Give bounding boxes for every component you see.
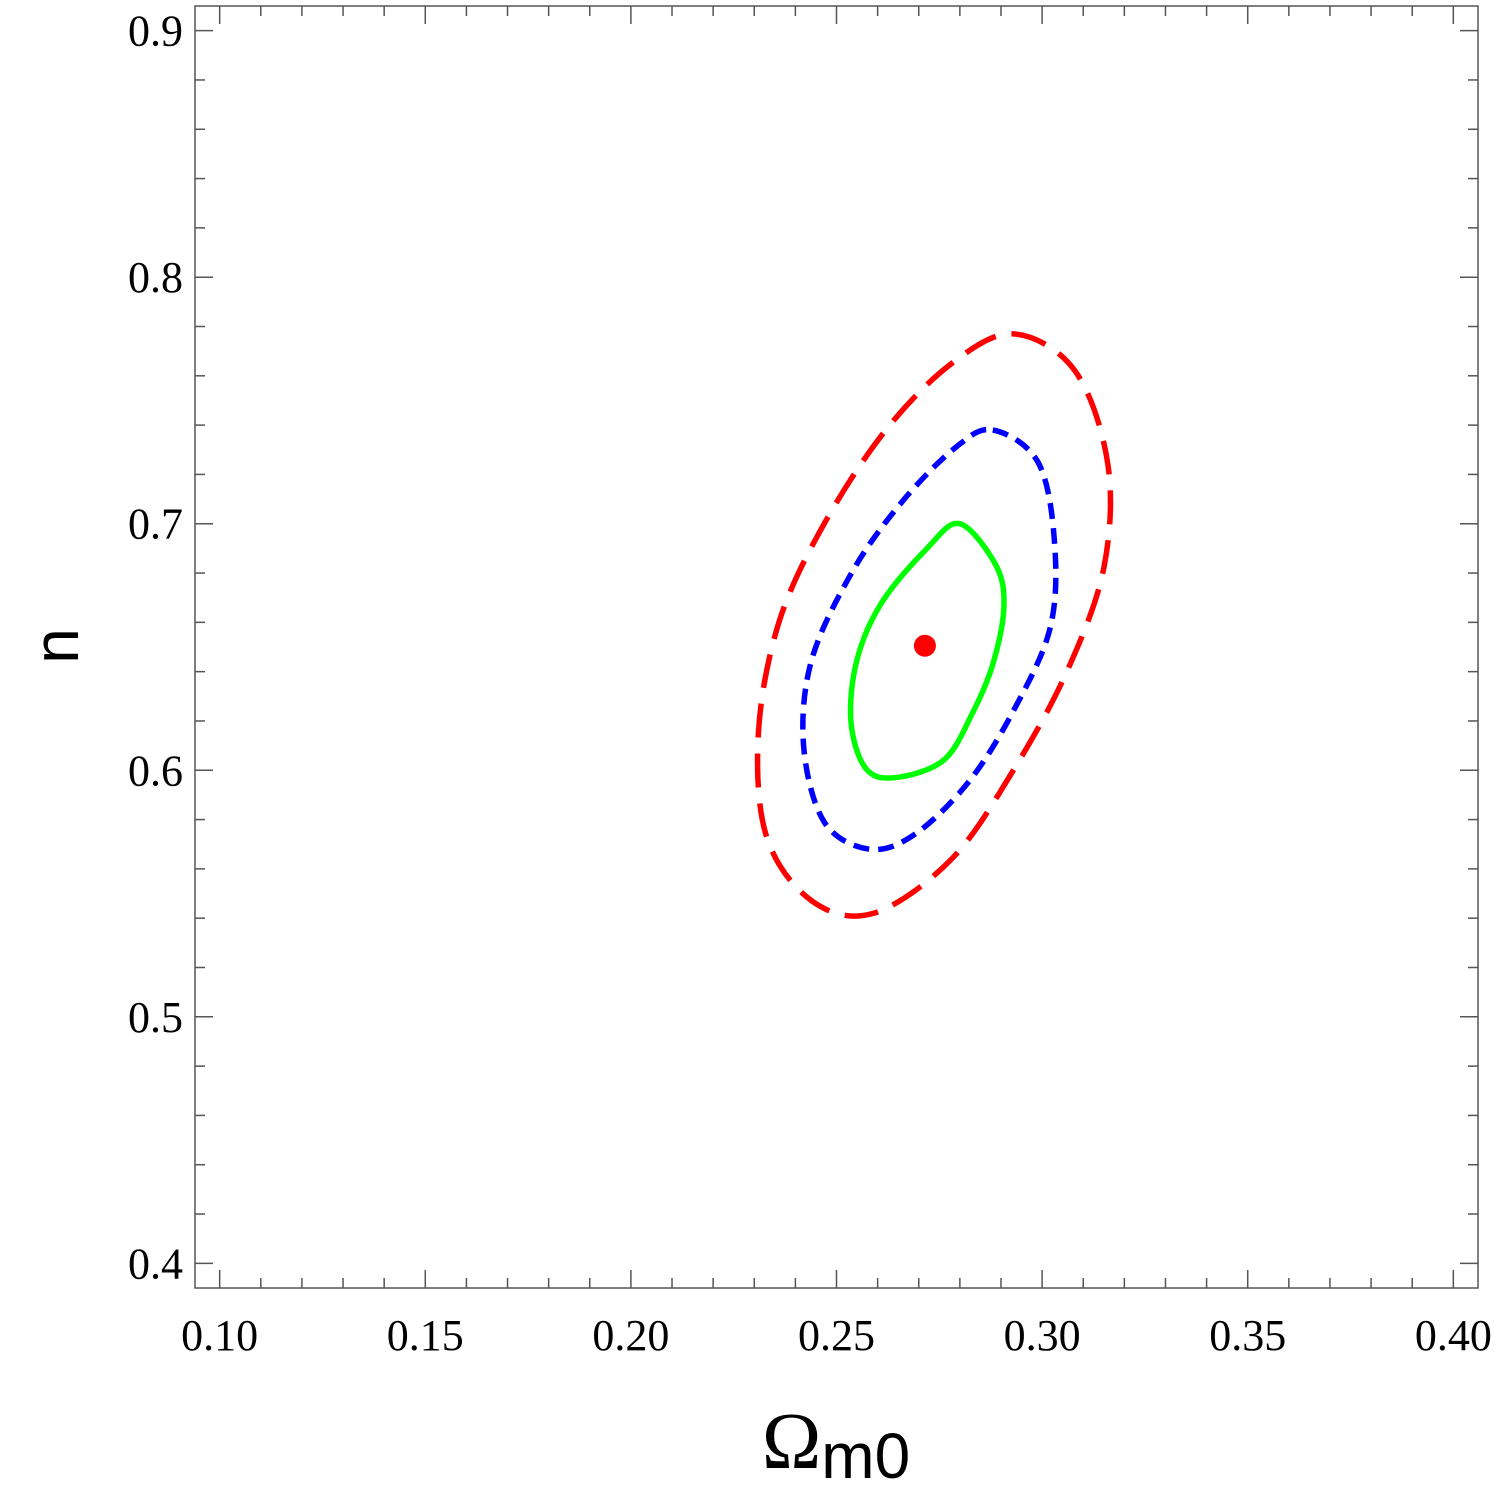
y-axis-title: n	[20, 628, 92, 664]
y-tick-label: 0.7	[128, 500, 183, 549]
x-tick-labels: 0.10 0.15 0.20 0.25 0.30 0.35 0.40	[181, 1311, 1492, 1360]
contour-layer	[754, 331, 1114, 919]
x-tick-label: 0.25	[798, 1311, 875, 1360]
y-tick-label: 0.4	[128, 1239, 183, 1288]
tick-layer	[195, 6, 1478, 1288]
x-axis-title: Ωm0	[762, 1398, 910, 1488]
contour-3sigma	[754, 331, 1114, 919]
contour-1sigma	[847, 520, 1007, 781]
y-tick-label: 0.5	[128, 993, 183, 1042]
x-axis-title-sub: m0	[821, 1420, 910, 1488]
x-tick-label: 0.30	[1004, 1311, 1081, 1360]
x-tick-label: 0.40	[1415, 1311, 1492, 1360]
best-fit-point	[913, 634, 936, 657]
y-tick-label: 0.8	[128, 253, 183, 302]
x-tick-label: 0.15	[387, 1311, 464, 1360]
y-tick-label: 0.6	[128, 746, 183, 795]
plot-frame	[194, 5, 1479, 1289]
y-tick-label: 0.9	[128, 7, 183, 56]
x-tick-label: 0.10	[181, 1311, 258, 1360]
contour-2sigma	[800, 426, 1059, 853]
best-fit-layer	[913, 634, 936, 657]
x-tick-label: 0.35	[1209, 1311, 1286, 1360]
y-tick-labels: 0.4 0.5 0.6 0.7 0.8 0.9	[128, 7, 183, 1289]
x-axis-title-main: Ω	[762, 1398, 821, 1486]
x-tick-label: 0.20	[592, 1311, 669, 1360]
